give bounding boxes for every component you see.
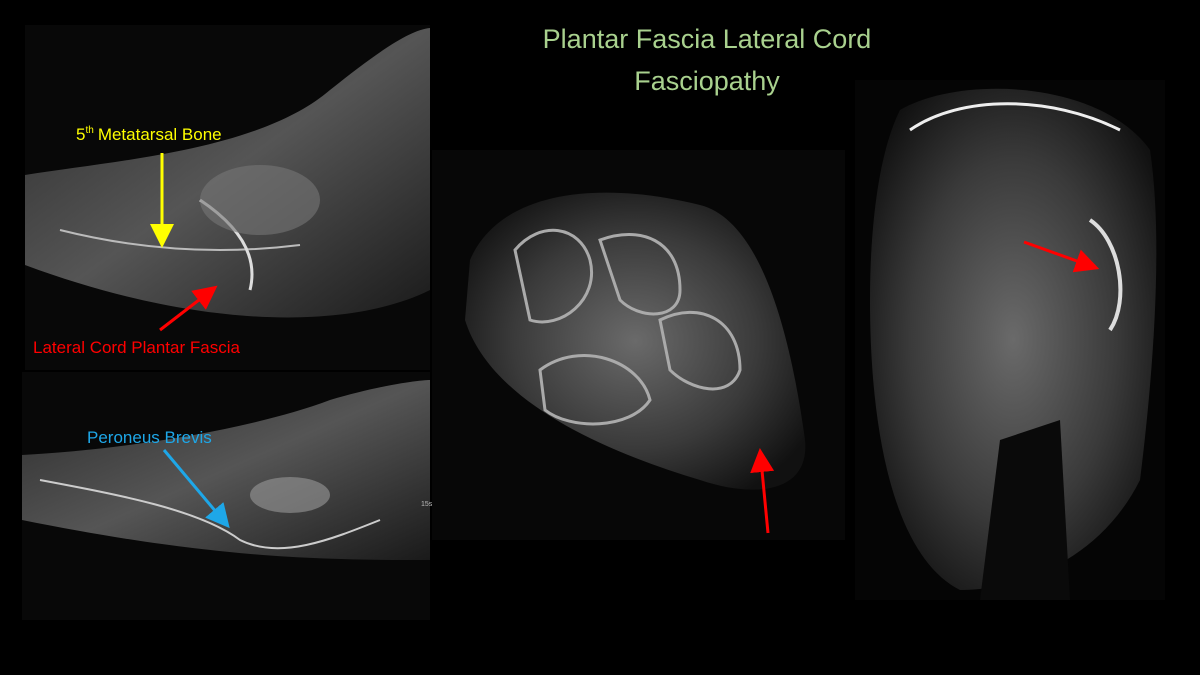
mri-axial [432, 150, 845, 540]
arrow [750, 448, 775, 534]
arrow [1023, 240, 1100, 273]
mri-sagittal-lower [22, 372, 430, 620]
label-text: Metatarsal Bone [98, 125, 222, 144]
title-line: Fasciopathy [634, 66, 780, 96]
scan-note: 15s [421, 501, 433, 508]
label: 5th Metatarsal Bone [76, 125, 222, 144]
label: Lateral Cord Plantar Fascia [33, 338, 240, 357]
mri-coronal [855, 80, 1165, 600]
label: Peroneus Brevis [87, 428, 212, 447]
title-line: Plantar Fascia Lateral Cord [543, 24, 872, 54]
label-number: 5 [76, 125, 85, 144]
arrow [159, 285, 218, 332]
label-suffix: th [85, 125, 93, 136]
arrow [162, 449, 230, 529]
mri-sagittal-upper [25, 25, 430, 370]
